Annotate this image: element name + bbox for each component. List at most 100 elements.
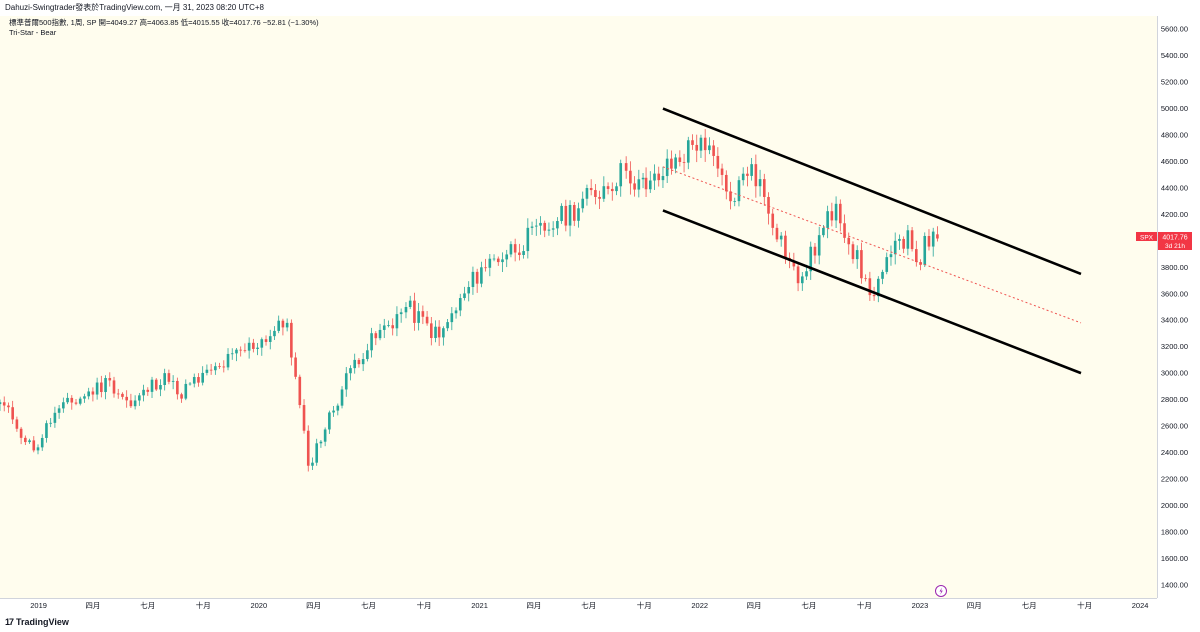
candle xyxy=(817,226,821,265)
candle-body xyxy=(319,441,323,444)
candle-body xyxy=(872,295,876,297)
price-label: SPX 4017.76 3d 21h xyxy=(1136,232,1192,250)
candle-body xyxy=(413,300,416,323)
candle-body xyxy=(488,258,492,268)
candle xyxy=(446,318,449,332)
tradingview-logo[interactable]: 17 TradingView xyxy=(5,617,69,627)
lightning-icon[interactable] xyxy=(935,585,947,597)
time-tick-label: 十月 xyxy=(857,600,872,610)
candle xyxy=(53,406,57,428)
time-tick-label: 2022 xyxy=(691,601,708,610)
candle-body xyxy=(57,408,61,413)
price-tick-label: 5600.00 xyxy=(1161,25,1188,34)
candle xyxy=(522,245,525,259)
candle xyxy=(176,377,179,400)
candle xyxy=(513,238,517,262)
candle-body xyxy=(661,176,665,181)
candle xyxy=(762,173,766,206)
candle-body xyxy=(522,251,525,256)
candle-body xyxy=(796,266,800,284)
candlestick-series xyxy=(0,129,939,472)
channel-lower-line[interactable] xyxy=(662,209,1082,375)
price-tick-label: 4400.00 xyxy=(1161,183,1188,192)
candle-body xyxy=(826,211,829,228)
candle xyxy=(323,427,327,447)
candle-body xyxy=(834,203,838,221)
candle-body xyxy=(142,389,145,396)
candle-body xyxy=(349,368,352,374)
candle xyxy=(70,395,74,410)
candle-body xyxy=(665,158,669,177)
candle-body xyxy=(624,163,628,171)
candle xyxy=(577,202,580,228)
candle-body xyxy=(425,316,429,324)
channel-upper-line[interactable] xyxy=(662,107,1082,276)
candle xyxy=(0,399,2,411)
candle xyxy=(404,302,408,319)
candle xyxy=(353,353,357,374)
candle-body xyxy=(78,398,82,404)
candle-body xyxy=(2,402,6,406)
chart-canvas[interactable]: 1400.00 1600.00 1800.00 2000.00 2200.00 2400.… xyxy=(0,16,1200,613)
candle-body xyxy=(53,412,57,423)
candle xyxy=(876,276,880,303)
candle xyxy=(526,218,530,259)
plot-area[interactable] xyxy=(0,16,1157,598)
channel-drawings[interactable] xyxy=(662,107,1082,375)
candle xyxy=(589,179,593,196)
candle-body xyxy=(936,234,939,239)
candle-body xyxy=(382,325,386,330)
candle xyxy=(864,274,867,282)
candle xyxy=(78,396,82,406)
candle xyxy=(184,379,188,401)
candle-body xyxy=(239,349,242,351)
candle xyxy=(40,434,44,451)
candle xyxy=(547,222,551,236)
candle-body xyxy=(188,383,192,385)
time-axis[interactable]: 2019 四月 七月 十月 2020 四月 七月 十月 2021 四月 七月 十月 2022 四月 七月 十月… xyxy=(0,598,1157,611)
price-axis[interactable]: 1400.00 1600.00 1800.00 2000.00 2200.00 2400.… xyxy=(1157,16,1189,598)
candle xyxy=(247,337,251,359)
candle-body xyxy=(201,372,204,383)
candle-body xyxy=(277,320,281,331)
candle xyxy=(243,343,247,353)
candle xyxy=(100,375,103,398)
candle xyxy=(826,205,829,239)
candle xyxy=(505,249,509,268)
candle-body xyxy=(24,437,27,443)
candle xyxy=(746,166,749,187)
candle xyxy=(133,395,137,410)
candle-body xyxy=(332,410,335,413)
price-tick-label: 5000.00 xyxy=(1161,104,1188,113)
candle-body xyxy=(910,230,914,250)
candle xyxy=(87,387,90,400)
candle xyxy=(670,150,673,175)
candle-body xyxy=(670,158,673,169)
candle-body xyxy=(678,157,682,163)
candle xyxy=(594,184,597,205)
candle-body xyxy=(311,462,314,466)
candle-body xyxy=(581,198,585,209)
candle-body xyxy=(387,325,390,327)
candle-body xyxy=(868,278,872,296)
time-tick-label: 四月 xyxy=(306,601,321,610)
candle xyxy=(417,302,420,331)
candle-body xyxy=(294,357,297,377)
candle xyxy=(657,166,661,187)
candle-body xyxy=(70,397,74,403)
candle xyxy=(413,292,416,331)
candle xyxy=(615,182,618,196)
candle xyxy=(357,357,361,368)
candle xyxy=(91,387,95,402)
candle xyxy=(648,171,652,193)
candle xyxy=(252,338,255,353)
candle-body xyxy=(633,183,636,190)
candle-body xyxy=(19,428,23,438)
candle xyxy=(644,167,648,198)
price-tick-label: 3000.00 xyxy=(1161,369,1188,378)
candle xyxy=(83,393,86,403)
candle-body xyxy=(167,373,171,382)
candle-body xyxy=(95,382,99,395)
candle xyxy=(902,236,905,254)
candle-body xyxy=(602,186,606,199)
